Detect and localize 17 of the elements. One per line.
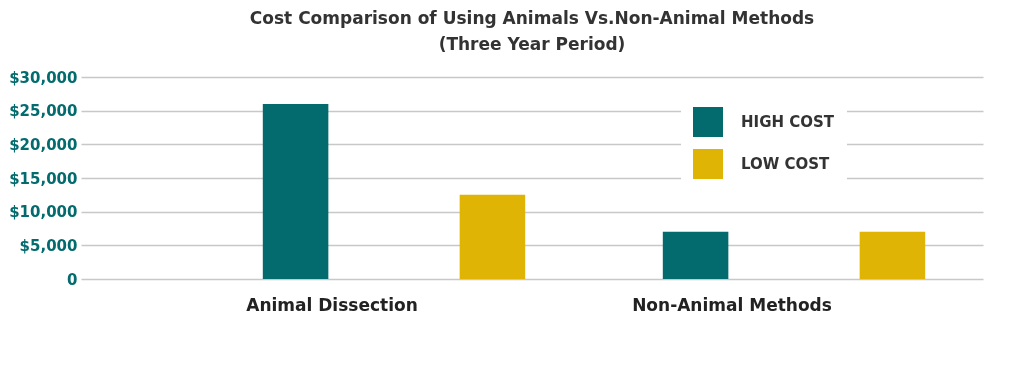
x-tick-label: Non-Animal Methods [632, 294, 832, 315]
y-tick-label: $25,000 [9, 102, 78, 121]
bar [262, 103, 329, 279]
y-tick-label: $5,000 [19, 236, 78, 255]
text: Cost Comparison of Using Animals Vs.Non-Animal Methods [249, 8, 815, 28]
y-tick-label: $30,000 [9, 68, 78, 87]
bar [859, 231, 926, 279]
legend-label: HIGH COST [741, 113, 835, 131]
y-tick-label: $15,000 [9, 169, 78, 188]
bar [459, 194, 526, 279]
text: (Three Year Period) [438, 34, 626, 54]
x-tick-label: Animal Dissection [246, 294, 418, 315]
bar [662, 231, 729, 279]
legend-label: LOW COST [741, 155, 831, 173]
y-tick-label: $20,000 [9, 135, 78, 154]
y-tick-label: 0 [67, 270, 78, 289]
y-tick-label: $10,000 [9, 203, 78, 222]
